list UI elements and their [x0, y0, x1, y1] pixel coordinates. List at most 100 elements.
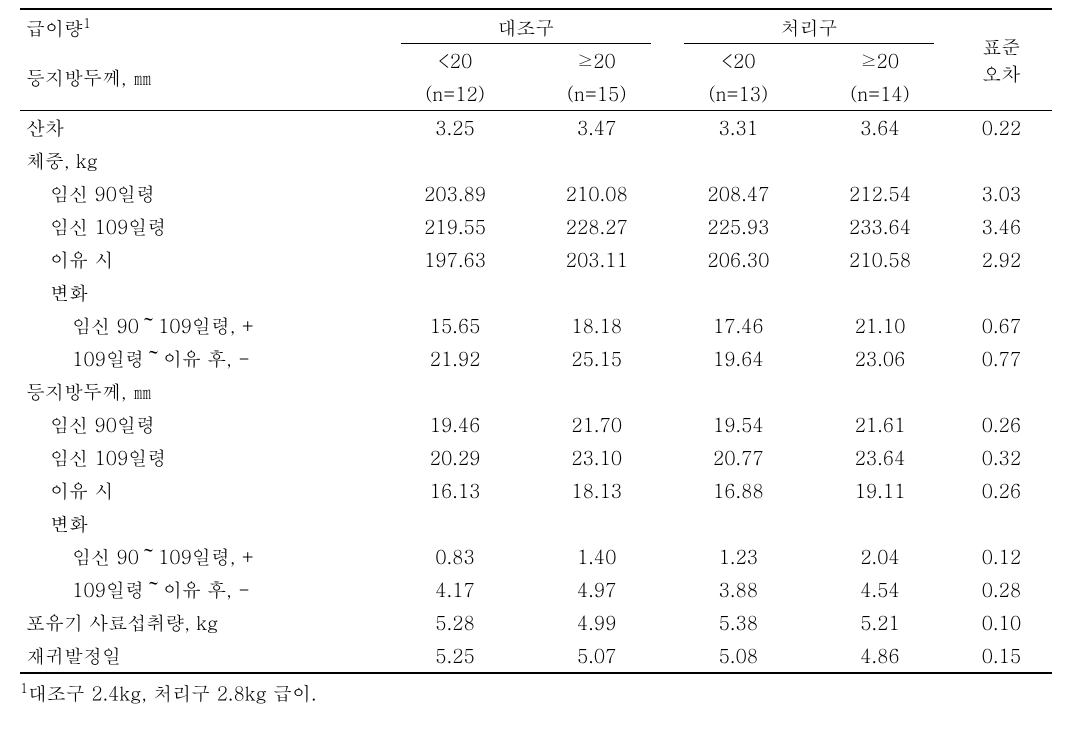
cell-value: 4.17	[384, 573, 526, 606]
table-row: 임신 109일령20.2923.1020.7723.640.32	[20, 441, 1052, 474]
cell-value: 21.10	[809, 309, 951, 342]
row-label: 109일령～이유 후, -	[20, 573, 384, 606]
table-row: 변화	[20, 276, 1052, 309]
cell-value: 21.92	[384, 342, 526, 375]
cell-value	[951, 375, 1052, 408]
cell-value: 0.77	[951, 342, 1052, 375]
cell-value: 208.47	[668, 177, 810, 210]
cell-value: 1.40	[526, 540, 668, 573]
cell-value: 210.08	[526, 177, 668, 210]
cell-value: 0.12	[951, 540, 1052, 573]
header-sub1-top: <20	[384, 44, 526, 77]
row-label: 재귀발정일	[20, 639, 384, 673]
cell-value: 4.97	[526, 573, 668, 606]
header-row-1: 급이량1 대조구 처리구 표준오차	[20, 9, 1052, 44]
cell-value	[526, 276, 668, 309]
cell-value: 225.93	[668, 210, 810, 243]
cell-value: 18.13	[526, 474, 668, 507]
cell-value: 0.32	[951, 441, 1052, 474]
cell-value: 0.10	[951, 606, 1052, 639]
header-sub2-top: ≥20	[526, 44, 668, 77]
cell-value	[668, 144, 810, 177]
cell-value	[668, 375, 810, 408]
row-label: 이유 시	[20, 243, 384, 276]
cell-value: 4.54	[809, 573, 951, 606]
table-row: 109일령～이유 후, -21.9225.1519.6423.060.77	[20, 342, 1052, 375]
cell-value: 0.67	[951, 309, 1052, 342]
cell-value: 23.10	[526, 441, 668, 474]
table-row: 재귀발정일5.255.075.084.860.15	[20, 639, 1052, 673]
cell-value: 18.18	[526, 309, 668, 342]
table-row: 체중, kg	[20, 144, 1052, 177]
cell-value: 233.64	[809, 210, 951, 243]
row-label: 등지방두께, ㎜	[20, 375, 384, 408]
cell-value: 0.28	[951, 573, 1052, 606]
table-row: 이유 시16.1318.1316.8819.110.26	[20, 474, 1052, 507]
cell-value: 3.31	[668, 111, 810, 145]
cell-value: 0.26	[951, 474, 1052, 507]
header-backfat: 등지방두께, ㎜	[20, 44, 384, 111]
cell-value: 4.86	[809, 639, 951, 673]
cell-value: 3.25	[384, 111, 526, 145]
header-sub1-bot: (n=12)	[384, 77, 526, 111]
cell-value	[526, 144, 668, 177]
cell-value: 4.99	[526, 606, 668, 639]
cell-value: 2.92	[951, 243, 1052, 276]
cell-value: 0.83	[384, 540, 526, 573]
cell-value: 20.29	[384, 441, 526, 474]
cell-value: 5.07	[526, 639, 668, 673]
cell-value: 0.15	[951, 639, 1052, 673]
cell-value: 19.54	[668, 408, 810, 441]
row-label: 변화	[20, 276, 384, 309]
row-label: 임신 90～109일령, +	[20, 540, 384, 573]
row-label: 임신 90～109일령, +	[20, 309, 384, 342]
row-label: 임신 109일령	[20, 210, 384, 243]
row-label: 포유기 사료섭취량, kg	[20, 606, 384, 639]
row-label: 이유 시	[20, 474, 384, 507]
table-footnote: 1대조구 2.4kg, 처리구 2.8kg 급이.	[20, 674, 1052, 706]
table-row: 포유기 사료섭취량, kg5.284.995.385.210.10	[20, 606, 1052, 639]
table-row: 이유 시197.63203.11206.30210.582.92	[20, 243, 1052, 276]
cell-value	[384, 144, 526, 177]
cell-value	[809, 507, 951, 540]
cell-value: 23.06	[809, 342, 951, 375]
cell-value: 228.27	[526, 210, 668, 243]
cell-value: 3.47	[526, 111, 668, 145]
cell-value: 23.64	[809, 441, 951, 474]
table-row: 임신 90～109일령, +15.6518.1817.4621.100.67	[20, 309, 1052, 342]
cell-value	[809, 144, 951, 177]
cell-value: 203.11	[526, 243, 668, 276]
header-se: 표준오차	[951, 9, 1052, 111]
cell-value: 197.63	[384, 243, 526, 276]
cell-value: 212.54	[809, 177, 951, 210]
cell-value: 203.89	[384, 177, 526, 210]
row-label: 체중, kg	[20, 144, 384, 177]
cell-value: 206.30	[668, 243, 810, 276]
cell-value: 21.70	[526, 408, 668, 441]
cell-value: 17.46	[668, 309, 810, 342]
header-feed-amount: 급이량1	[20, 9, 384, 44]
row-label: 임신 90일령	[20, 177, 384, 210]
table-row: 등지방두께, ㎜	[20, 375, 1052, 408]
cell-value: 25.15	[526, 342, 668, 375]
cell-value: 0.22	[951, 111, 1052, 145]
data-table: 급이량1 대조구 처리구 표준오차 등지방두께, ㎜ <20 ≥20 <20 ≥…	[20, 8, 1052, 674]
header-group-treatment: 처리구	[668, 9, 951, 44]
cell-value: 5.28	[384, 606, 526, 639]
cell-value: 5.21	[809, 606, 951, 639]
cell-value	[668, 507, 810, 540]
cell-value: 3.03	[951, 177, 1052, 210]
table-row: 임신 90～109일령, +0.831.401.232.040.12	[20, 540, 1052, 573]
table-row: 임신 90일령19.4621.7019.5421.610.26	[20, 408, 1052, 441]
row-label: 산차	[20, 111, 384, 145]
cell-value	[384, 375, 526, 408]
cell-value: 210.58	[809, 243, 951, 276]
row-label: 임신 90일령	[20, 408, 384, 441]
header-sub3-top: <20	[668, 44, 810, 77]
cell-value: 2.04	[809, 540, 951, 573]
cell-value: 1.23	[668, 540, 810, 573]
row-label: 변화	[20, 507, 384, 540]
cell-value: 16.88	[668, 474, 810, 507]
cell-value: 21.61	[809, 408, 951, 441]
table-row: 임신 109일령219.55228.27225.93233.643.46	[20, 210, 1052, 243]
